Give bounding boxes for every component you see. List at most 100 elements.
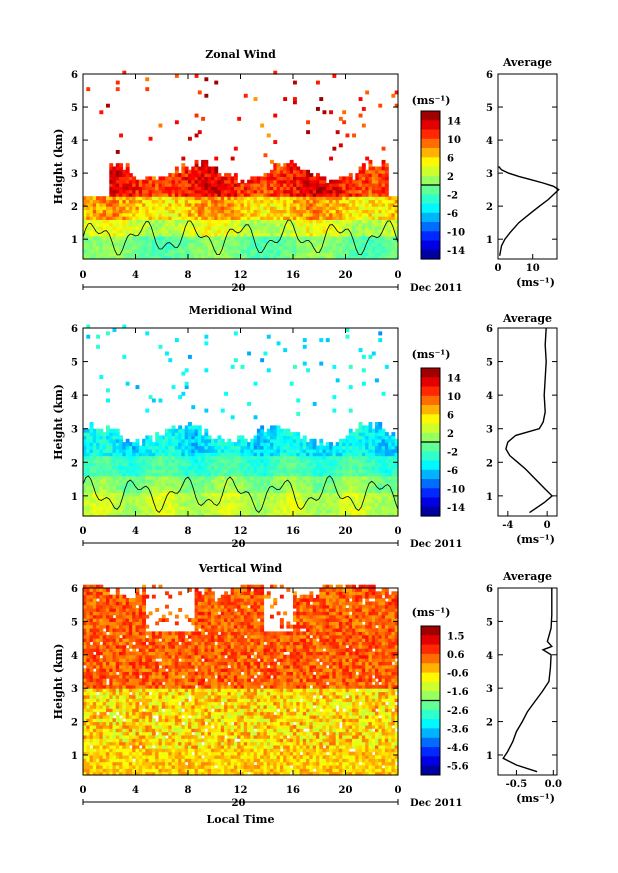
heatmap-cell <box>112 479 117 484</box>
heatmap-cell <box>155 183 160 187</box>
heatmap-cell <box>381 495 386 500</box>
heatmap-cell <box>342 212 347 217</box>
heatmap-cell <box>145 492 150 497</box>
heatmap-cell <box>342 186 347 191</box>
heatmap-cell <box>227 219 232 224</box>
heatmap-cell <box>165 202 169 207</box>
heatmap-cell <box>306 245 310 250</box>
heatmap-cell <box>96 222 100 227</box>
heatmap-cell <box>355 442 360 447</box>
heatmap-cell <box>335 245 340 250</box>
heatmap-cell <box>378 239 383 244</box>
heatmap-cell <box>102 212 107 217</box>
heatmap-cell <box>338 209 343 214</box>
heatmap-cell <box>243 252 248 257</box>
heatmap-cell <box>270 482 274 487</box>
heatmap-cell <box>125 245 130 250</box>
heatmap-cell <box>128 229 133 234</box>
heatmap-cell <box>201 189 205 194</box>
heatmap-cell <box>217 475 222 480</box>
heatmap-cell <box>171 425 176 430</box>
heatmap-cell <box>135 469 140 473</box>
heatmap-cell <box>194 232 199 237</box>
heatmap-cell <box>256 445 261 450</box>
heatmap-cell <box>319 442 324 447</box>
heatmap-cell <box>109 432 114 437</box>
heatmap-cell <box>348 448 353 453</box>
heatmap-cell <box>270 242 274 247</box>
heatmap-cell <box>181 432 186 437</box>
heatmap-cell <box>161 509 166 514</box>
heatmap-cell <box>112 448 117 453</box>
heatmap-cell <box>289 226 294 230</box>
heatmap-cell <box>371 235 376 240</box>
heatmap-cell <box>181 492 186 497</box>
heatmap-cell <box>96 344 100 349</box>
heatmap-cell <box>338 252 343 257</box>
heatmap-cell <box>96 245 100 250</box>
heatmap-cell <box>89 422 94 426</box>
heatmap-cell <box>345 196 350 201</box>
heatmap-cell <box>256 512 261 517</box>
heatmap-cell <box>142 235 146 240</box>
heatmap-cell <box>86 455 91 460</box>
heatmap-cell <box>83 442 87 447</box>
heatmap-cell <box>358 212 363 217</box>
heatmap-cell <box>184 438 189 443</box>
heatmap-cell <box>270 206 274 210</box>
heatmap-cell <box>381 186 386 191</box>
heatmap-cell <box>371 196 376 201</box>
heatmap-cell <box>184 425 189 430</box>
heatmap-cell <box>151 502 156 507</box>
heatmap-cell <box>283 495 288 500</box>
heatmap-cell <box>211 442 215 447</box>
heatmap-cell <box>256 216 261 220</box>
heatmap-cell <box>201 499 205 504</box>
heatmap-cell <box>279 452 284 457</box>
heatmap-cell <box>279 199 284 204</box>
heatmap-cell <box>142 495 146 500</box>
heatmap-cell <box>381 222 386 227</box>
heatmap-cell <box>381 509 386 514</box>
heatmap-cell <box>237 189 242 194</box>
heatmap-cell <box>309 219 314 224</box>
heatmap-cell <box>181 229 186 234</box>
heatmap-cell <box>270 452 274 457</box>
heatmap-cell <box>122 354 127 359</box>
heatmap-cell <box>335 455 340 460</box>
heatmap-cell <box>253 415 258 420</box>
heatmap-cell <box>161 255 166 260</box>
heatmap-cell <box>283 242 288 247</box>
heatmap-cell <box>352 435 356 440</box>
heatmap-cell <box>345 469 350 473</box>
heatmap-cell <box>260 509 265 514</box>
heatmap-cell <box>204 173 209 177</box>
heatmap-cell <box>171 173 176 177</box>
heatmap-cell <box>299 499 304 504</box>
heatmap-cell <box>155 492 160 497</box>
heatmap-cell <box>283 479 288 484</box>
heatmap-cell <box>211 232 215 237</box>
heatmap-cell <box>217 229 222 234</box>
heatmap-cell <box>361 428 366 433</box>
heatmap-cell <box>312 448 317 453</box>
heatmap-cell <box>125 469 130 473</box>
heatmap-cell <box>289 235 294 240</box>
heatmap-cell <box>345 229 350 234</box>
heatmap-cell <box>224 455 228 460</box>
heatmap-cell <box>296 489 301 494</box>
heatmap-cell <box>220 438 225 443</box>
heatmap-cell <box>214 448 219 453</box>
heatmap-cell <box>338 249 343 253</box>
heatmap-cell <box>240 512 245 517</box>
heatmap-cell <box>309 255 314 260</box>
heatmap-cell <box>109 469 114 473</box>
heatmap-cell <box>109 509 114 514</box>
heatmap-cell <box>89 502 94 507</box>
heatmap-cell <box>151 469 156 473</box>
heatmap-cell <box>214 465 219 470</box>
heatmap-cell <box>128 235 133 240</box>
heatmap-cell <box>329 189 333 194</box>
heatmap-cell <box>135 458 140 463</box>
